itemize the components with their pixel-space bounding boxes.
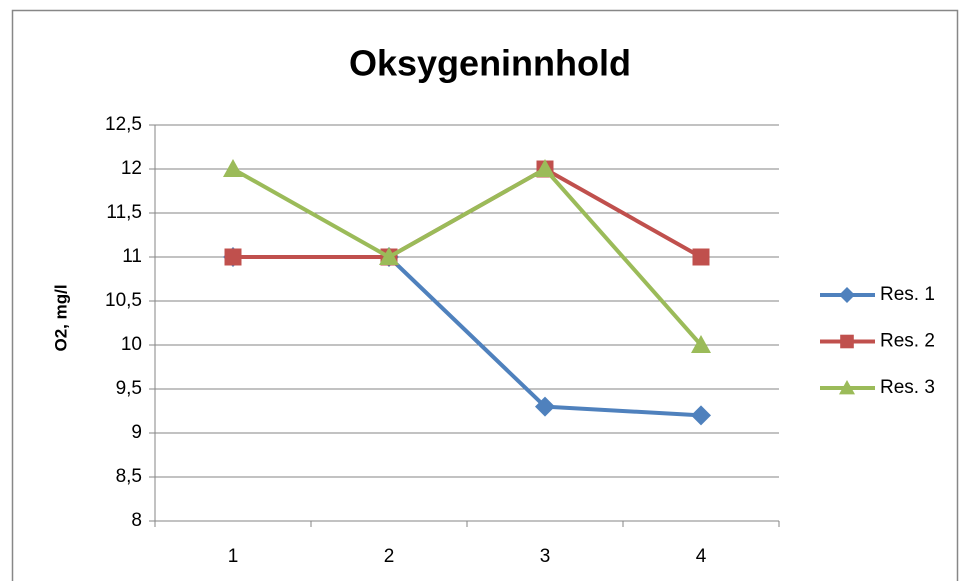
marker xyxy=(535,396,555,417)
marker xyxy=(535,159,555,177)
x-tick-label: 3 xyxy=(540,546,551,567)
y-tick-label: 10,5 xyxy=(105,290,142,311)
y-tick-label: 9 xyxy=(131,422,142,443)
marker xyxy=(224,248,242,266)
marker xyxy=(379,247,399,265)
legend-label: Res. 2 xyxy=(880,331,935,352)
x-tick-label: 1 xyxy=(228,546,239,567)
marker xyxy=(691,405,711,426)
legend-label: Res. 1 xyxy=(880,284,935,305)
y-tick-label: 11 xyxy=(122,246,142,267)
legend-marker xyxy=(840,334,854,349)
x-tick-label: 2 xyxy=(384,546,395,567)
marker xyxy=(691,335,711,353)
chart-title: Oksygeninnhold xyxy=(349,43,631,84)
y-tick-label: 8,5 xyxy=(116,466,142,487)
y-tick-label: 10 xyxy=(121,334,142,355)
x-tick-label: 4 xyxy=(696,546,707,567)
y-tick-label: 9,5 xyxy=(116,378,142,399)
legend-marker xyxy=(839,380,855,395)
series-line xyxy=(232,167,703,347)
marker xyxy=(692,248,710,266)
legend-label: Res. 3 xyxy=(880,377,935,398)
y-tick-label: 12 xyxy=(121,158,142,179)
chart-border xyxy=(11,9,959,581)
y-tick-label: 12,5 xyxy=(105,114,142,135)
y-tick-label: 8 xyxy=(131,510,142,531)
y-axis-label: O2, mg/l xyxy=(51,284,70,351)
y-tick-label: 11,5 xyxy=(106,202,142,223)
legend-marker xyxy=(839,287,855,303)
marker xyxy=(223,159,243,177)
